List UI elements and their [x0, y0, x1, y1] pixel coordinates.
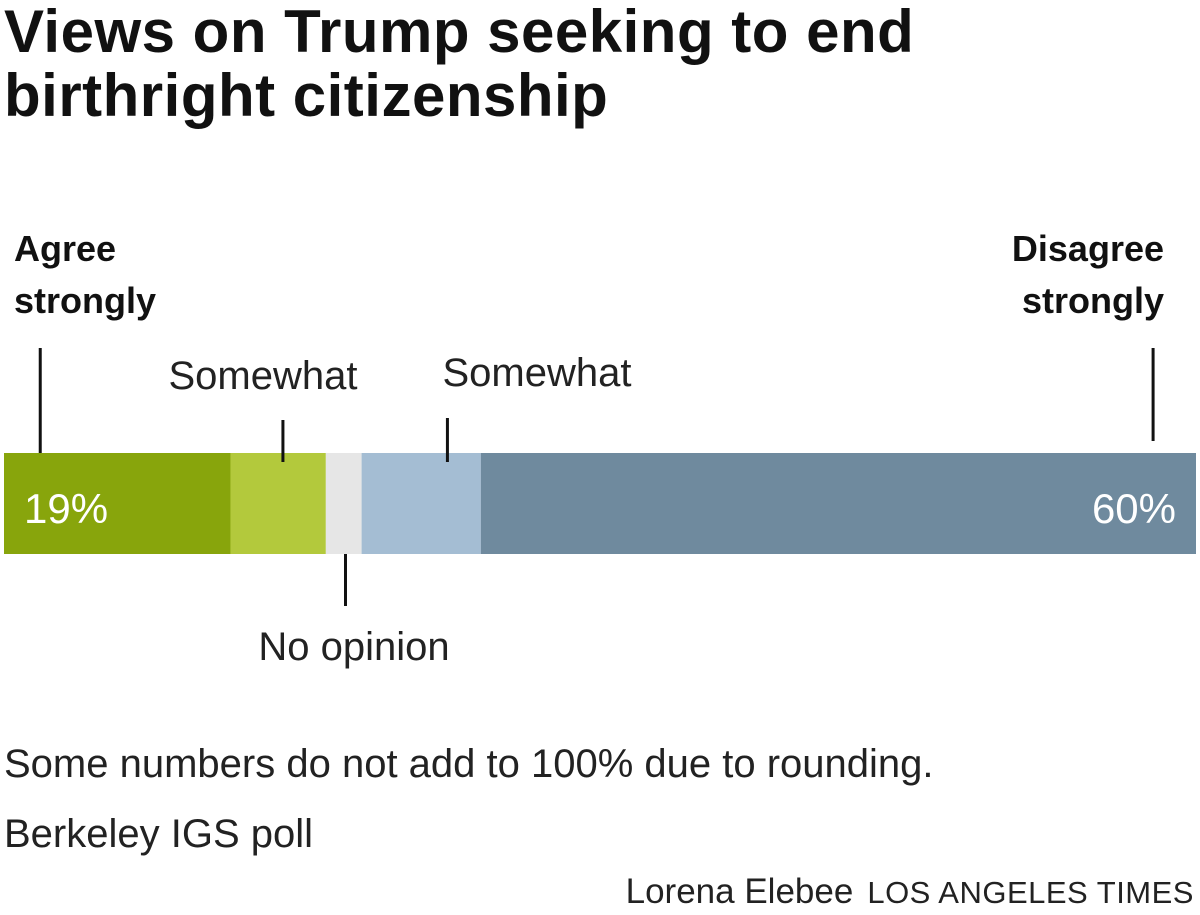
- agree-strongly-label-line1: Agree: [14, 228, 116, 269]
- disagree-strongly-label-line1: Disagree: [1012, 228, 1164, 269]
- bar-segment-agree-somewhat: [230, 453, 326, 554]
- disagree-somewhat-label: Somewhat: [443, 351, 632, 395]
- data-label-agree-strongly: 19%: [24, 485, 108, 532]
- disagree-strongly-label-line2: strongly: [1022, 280, 1164, 321]
- bar-segment-agree-strongly: [4, 453, 231, 554]
- outlet-credit: LOS ANGELES TIMES: [867, 875, 1194, 910]
- credit-line: Lorena Elebee LOS ANGELES TIMES: [626, 872, 1194, 912]
- data-labels: 19% 60%: [24, 485, 1176, 532]
- bar-segment-disagree-strongly: [480, 453, 1196, 554]
- agree-strongly-label-line2: strongly: [14, 280, 156, 321]
- footnote: Some numbers do not add to 100% due to r…: [4, 742, 934, 786]
- author-credit: Lorena Elebee: [625, 872, 854, 911]
- stacked-bar-chart: Agree strongly Disagree strongly Somewha…: [4, 228, 1196, 669]
- bar-segment-no-opinion: [325, 453, 362, 554]
- data-label-disagree-strongly: 60%: [1092, 485, 1176, 532]
- chart-title: Views on Trump seeking to end birthright…: [4, 0, 915, 129]
- leader-lines: [38, 348, 1155, 606]
- no-opinion-label: No opinion: [258, 625, 449, 669]
- agree-somewhat-label: Somewhat: [169, 354, 358, 398]
- source-note: Berkeley IGS poll: [4, 812, 314, 856]
- bar-segment-disagree-somewhat: [361, 453, 481, 554]
- bar-segments: [4, 453, 1196, 554]
